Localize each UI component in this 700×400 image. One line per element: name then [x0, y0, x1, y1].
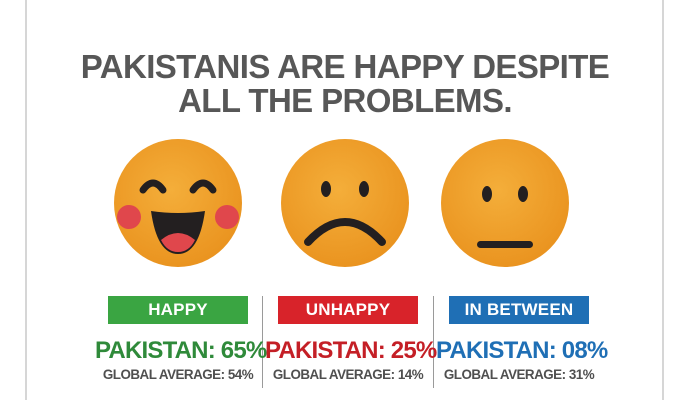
- pakistan-stat: PAKISTAN: 08%: [436, 337, 608, 364]
- column-divider: [262, 296, 263, 388]
- title-line-2: ALL THE PROBLEMS.: [178, 82, 512, 119]
- pakistan-stat: PAKISTAN: 25%: [265, 337, 437, 364]
- global-average-value: 54%: [227, 367, 254, 382]
- neutral-face-icon: [440, 138, 570, 268]
- pakistan-label: PAKISTAN:: [95, 337, 216, 364]
- title-line-1: PAKISTANIS ARE HAPPY DESPITE: [80, 48, 610, 85]
- global-average-label: GLOBAL AVERAGE:: [102, 367, 225, 382]
- pakistan-stat: PAKISTAN: 65%: [95, 337, 267, 364]
- chart-title: PAKISTANIS ARE HAPPY DESPITE ALL THE PRO…: [40, 50, 650, 118]
- global-average-value: 14%: [397, 367, 424, 382]
- happy-column: HAPPY PAKISTAN: 65% GLOBAL AVERAGE: 54%: [95, 296, 267, 383]
- pakistan-value: 65%: [220, 337, 267, 364]
- global-average-stat: GLOBAL AVERAGE: 54%: [95, 367, 261, 383]
- pakistan-label: PAKISTAN:: [436, 337, 557, 364]
- global-average-stat: GLOBAL AVERAGE: 14%: [265, 367, 431, 383]
- pakistan-label: PAKISTAN:: [265, 337, 386, 364]
- category-badge-happy: HAPPY: [108, 296, 248, 324]
- global-average-value: 31%: [568, 367, 595, 382]
- category-badge-unhappy: UNHAPPY: [278, 296, 418, 324]
- laughing-face-icon: [113, 138, 243, 268]
- column-divider: [433, 296, 434, 388]
- in-between-column: IN BETWEEN PAKISTAN: 08% GLOBAL AVERAGE:…: [436, 296, 608, 383]
- pakistan-value: 25%: [390, 337, 437, 364]
- global-average-label: GLOBAL AVERAGE:: [443, 367, 566, 382]
- unhappy-column: UNHAPPY PAKISTAN: 25% GLOBAL AVERAGE: 14…: [265, 296, 437, 383]
- category-badge-in-between: IN BETWEEN: [449, 296, 589, 324]
- pakistan-value: 08%: [561, 337, 608, 364]
- frame-border-left: [25, 0, 27, 400]
- global-average-label: GLOBAL AVERAGE:: [272, 367, 395, 382]
- global-average-stat: GLOBAL AVERAGE: 31%: [436, 367, 602, 383]
- sad-face-icon: [280, 138, 410, 268]
- frame-border-right: [662, 0, 664, 400]
